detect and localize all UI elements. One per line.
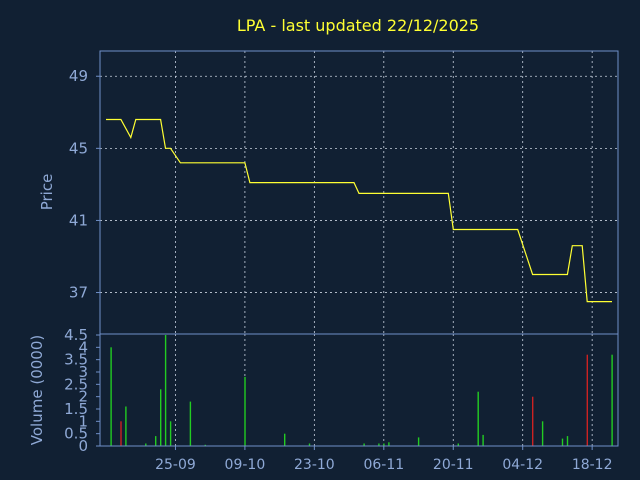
price-y-tick-label: 41 [69, 211, 88, 229]
volume-y-tick-label: 2 [78, 388, 88, 406]
volume-bar [164, 335, 167, 446]
volume-y-tick-label: 4 [78, 338, 88, 356]
price-axis-label: Price [38, 174, 56, 211]
x-axis: 25-09 09-10 23-10 06-11 20-11 04-12 18-12 [155, 446, 613, 473]
volume-y-tick-label: 0 [78, 437, 88, 455]
volume-panel: 00.511.522.533.544.5 Volume (0000) [28, 326, 619, 455]
volume-y-tick-label: 4.5 [64, 326, 88, 344]
x-tick-label: 25-09 [155, 457, 196, 473]
x-tick-label: 09-10 [225, 457, 266, 473]
x-tick-label: 20-11 [433, 457, 474, 473]
volume-bar [532, 396, 534, 446]
volume-bar [189, 401, 192, 446]
volume-bar [561, 438, 564, 446]
volume-y-tick-label: 3 [78, 363, 88, 381]
volume-bar [110, 347, 112, 446]
price-y-tick-label: 37 [69, 284, 88, 302]
volume-bar [308, 443, 311, 446]
price-grid [100, 51, 618, 334]
volume-bar [244, 376, 246, 446]
volume-bar [417, 437, 420, 446]
chart-title: LPA - last updated 22/12/2025 [237, 16, 479, 35]
volume-y-tick-label: 1.5 [64, 400, 88, 418]
volume-bar [541, 421, 544, 446]
price-y-tick-label: 45 [69, 139, 88, 157]
volume-bar [611, 354, 613, 446]
volume-bar [482, 434, 484, 446]
volume-y-axis: 00.511.522.533.544.5 [64, 326, 100, 455]
volume-bars [110, 335, 613, 446]
volume-bar [204, 444, 206, 446]
x-tick-label: 04-12 [502, 457, 543, 473]
x-tick-label: 23-10 [294, 457, 335, 473]
volume-y-tick-label: 1 [78, 412, 88, 430]
volume-bar [383, 443, 385, 446]
volume-bar [155, 436, 157, 446]
volume-frame [99, 333, 619, 447]
volume-y-tick-label: 3.5 [64, 351, 88, 369]
price-y-tick-label: 49 [69, 67, 88, 85]
volume-y-tick-label: 0.5 [64, 425, 88, 443]
volume-bar [586, 354, 588, 446]
volume-bar [169, 421, 172, 446]
volume-bar [378, 443, 380, 446]
volume-axis-label: Volume (0000) [28, 335, 46, 445]
price-y-axis: 49 45 41 37 [69, 67, 100, 302]
price-series-line [106, 118, 612, 303]
volume-bar [145, 443, 147, 446]
volume-bar [477, 391, 479, 446]
volume-bar [160, 389, 162, 446]
volume-bar [125, 406, 127, 446]
volume-bar [457, 443, 459, 446]
x-tick-label: 18-12 [572, 457, 613, 473]
volume-bar [120, 421, 122, 446]
volume-bar [363, 443, 365, 446]
x-tick-label: 06-11 [363, 457, 404, 473]
volume-bar [284, 433, 286, 446]
volume-y-tick-label: 2.5 [64, 375, 88, 393]
price-panel: 49 45 41 37 Price [38, 50, 619, 335]
volume-bar [566, 436, 569, 446]
volume-bar [388, 442, 390, 446]
